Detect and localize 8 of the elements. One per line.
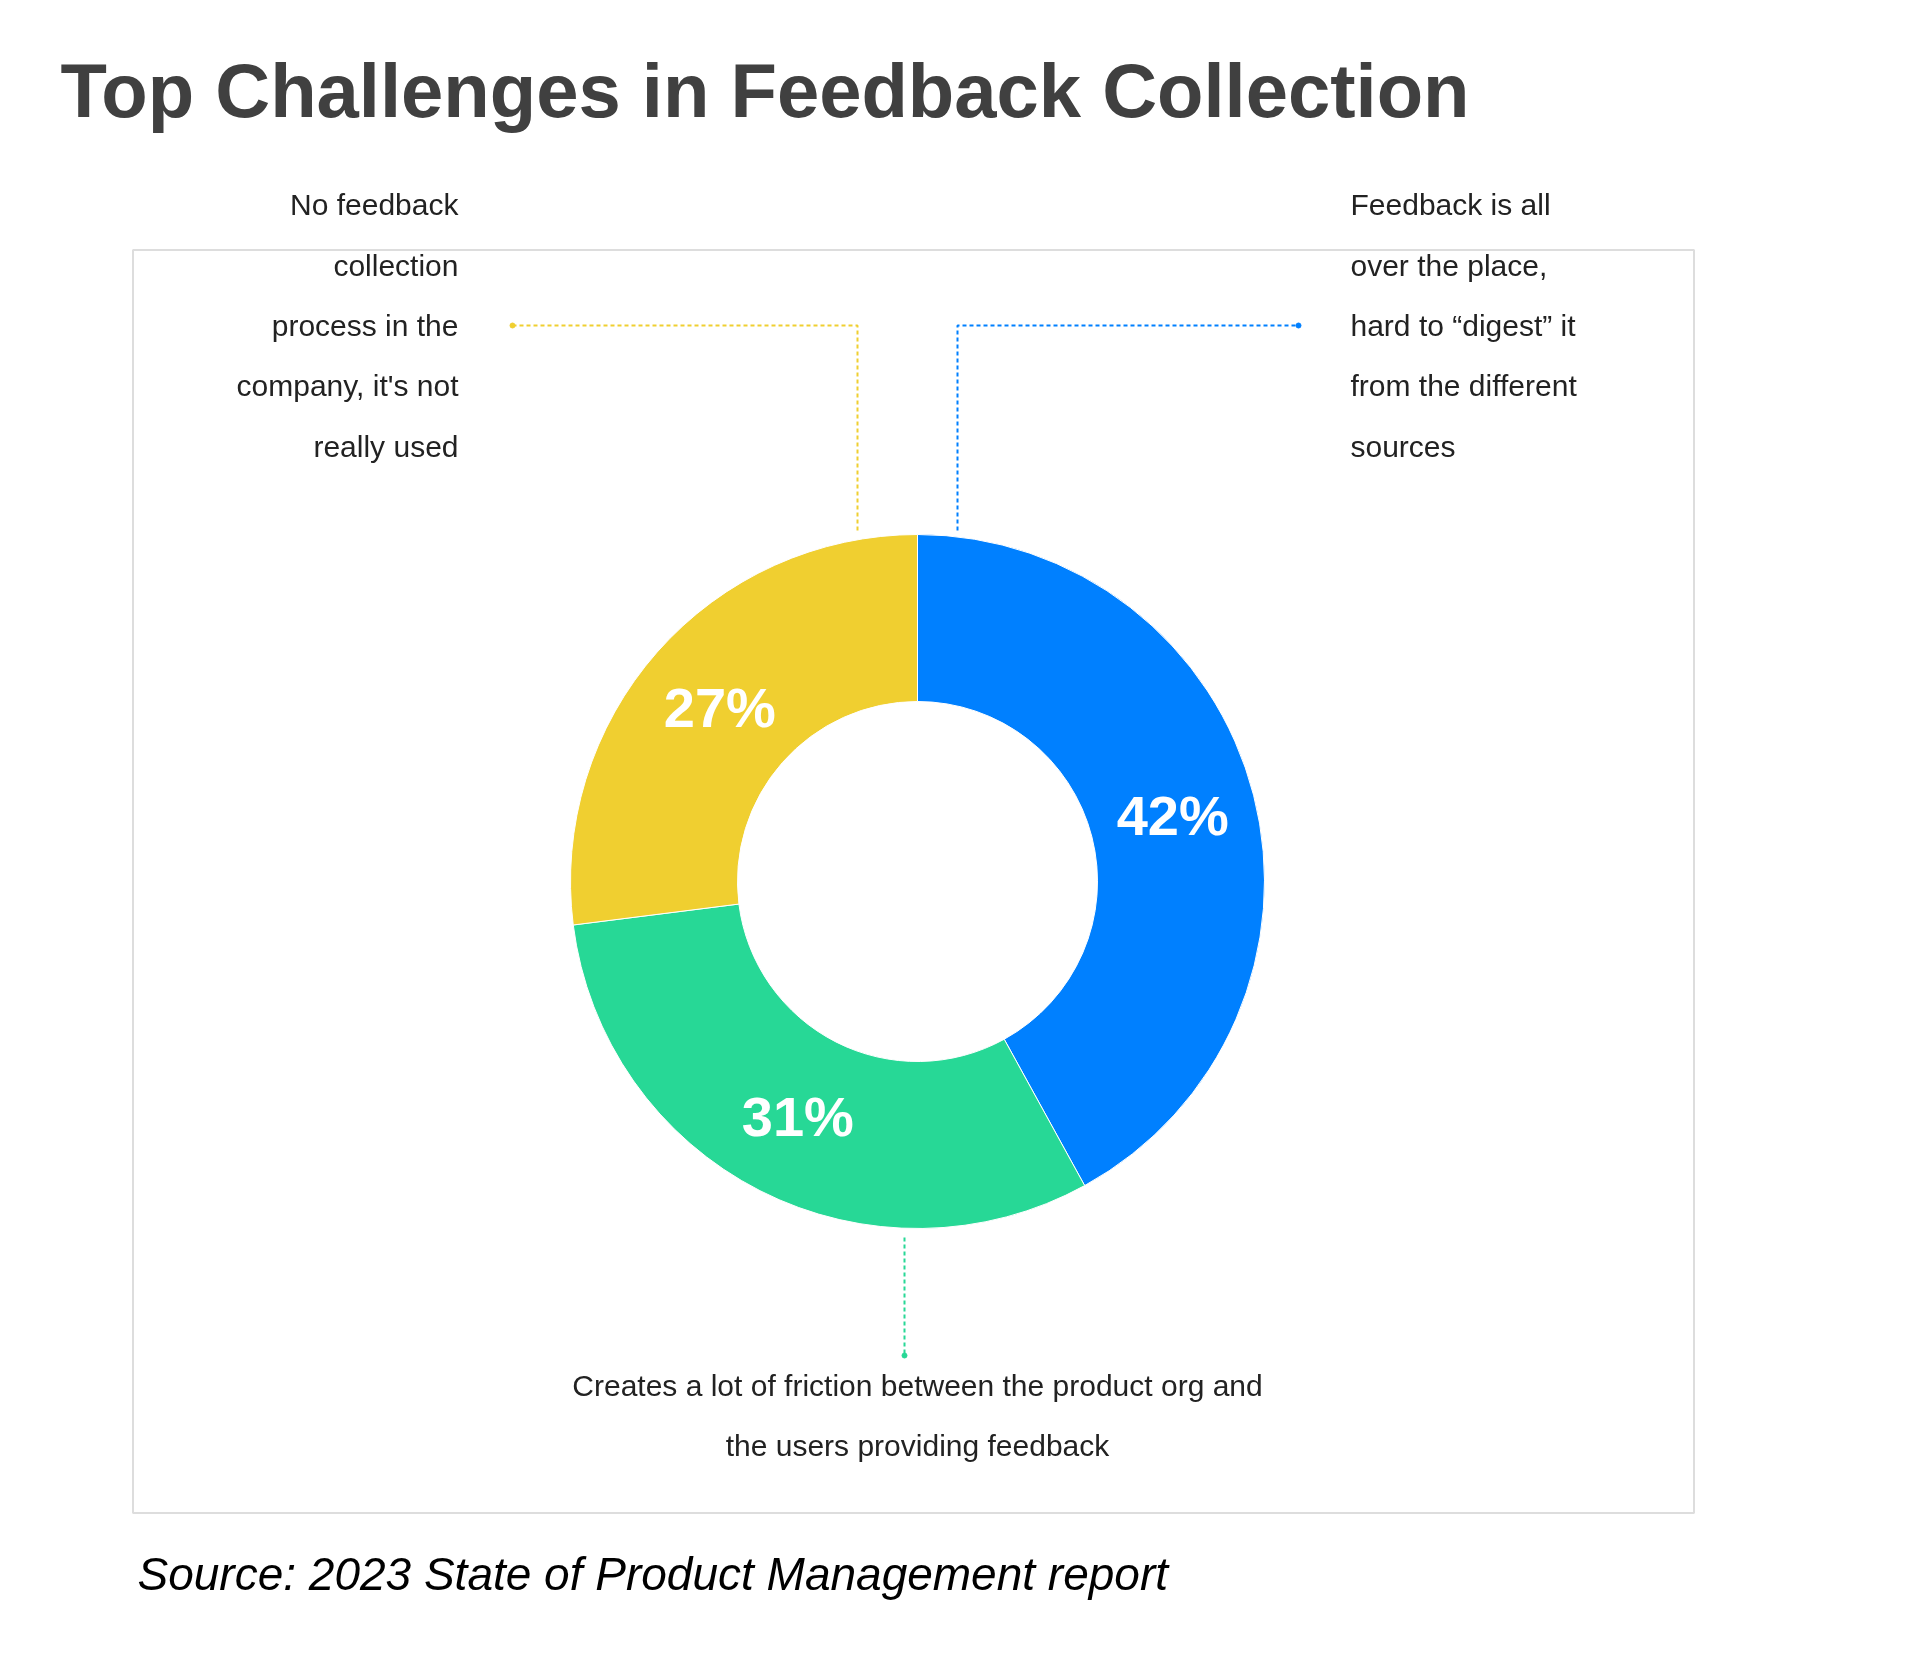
data-label: 27% xyxy=(663,675,776,739)
legend-label: Feedback is all over the place, hard to “digest” it from the different sources xyxy=(1350,188,1578,463)
source-note: Source: 2023 State of Product Management report xyxy=(137,1547,1171,1600)
data-label: 31% xyxy=(741,1084,854,1148)
slice-label: No feedback collection process in the company, it's not really used xyxy=(236,188,460,463)
chart-title: Top Challenges in Feedback Collection xyxy=(60,48,1470,133)
slice-label: Creates a lot of friction between the product org and the users providing feedback xyxy=(572,1368,1263,1463)
data-label: 42% xyxy=(1116,784,1229,848)
